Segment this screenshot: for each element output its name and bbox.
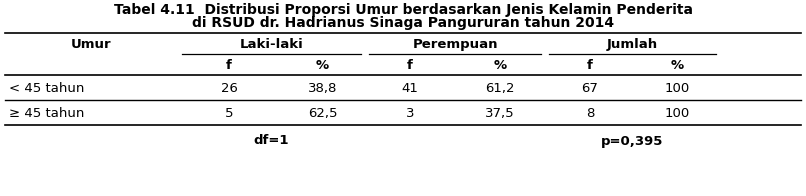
Text: 37,5: 37,5 bbox=[485, 106, 515, 120]
Text: 8: 8 bbox=[586, 106, 594, 120]
Text: %: % bbox=[316, 58, 329, 72]
Text: 26: 26 bbox=[221, 82, 238, 94]
Text: f: f bbox=[226, 58, 232, 72]
Text: ≥ 45 tahun: ≥ 45 tahun bbox=[9, 106, 85, 120]
Text: 100: 100 bbox=[665, 82, 690, 94]
Text: 61,2: 61,2 bbox=[485, 82, 515, 94]
Text: Tabel 4.11  Distribusi Proporsi Umur berdasarkan Jenis Kelamin Penderita: Tabel 4.11 Distribusi Proporsi Umur berd… bbox=[114, 3, 692, 17]
Text: Laki-laki: Laki-laki bbox=[239, 37, 303, 51]
Text: f: f bbox=[407, 58, 413, 72]
Text: Perempuan: Perempuan bbox=[412, 37, 498, 51]
Text: Jumlah: Jumlah bbox=[607, 37, 658, 51]
Text: 3: 3 bbox=[405, 106, 414, 120]
Text: f: f bbox=[587, 58, 593, 72]
Text: Umur: Umur bbox=[71, 37, 112, 51]
Text: %: % bbox=[671, 58, 684, 72]
Text: df=1: df=1 bbox=[254, 134, 289, 148]
Text: < 45 tahun: < 45 tahun bbox=[9, 82, 85, 94]
Text: 5: 5 bbox=[225, 106, 233, 120]
Text: 67: 67 bbox=[582, 82, 598, 94]
Text: 41: 41 bbox=[401, 82, 418, 94]
Text: %: % bbox=[493, 58, 506, 72]
Text: di RSUD dr. Hadrianus Sinaga Pangururan tahun 2014: di RSUD dr. Hadrianus Sinaga Pangururan … bbox=[192, 16, 614, 30]
Text: 100: 100 bbox=[665, 106, 690, 120]
Text: 62,5: 62,5 bbox=[308, 106, 337, 120]
Text: p=0,395: p=0,395 bbox=[601, 134, 663, 148]
Text: 38,8: 38,8 bbox=[308, 82, 337, 94]
